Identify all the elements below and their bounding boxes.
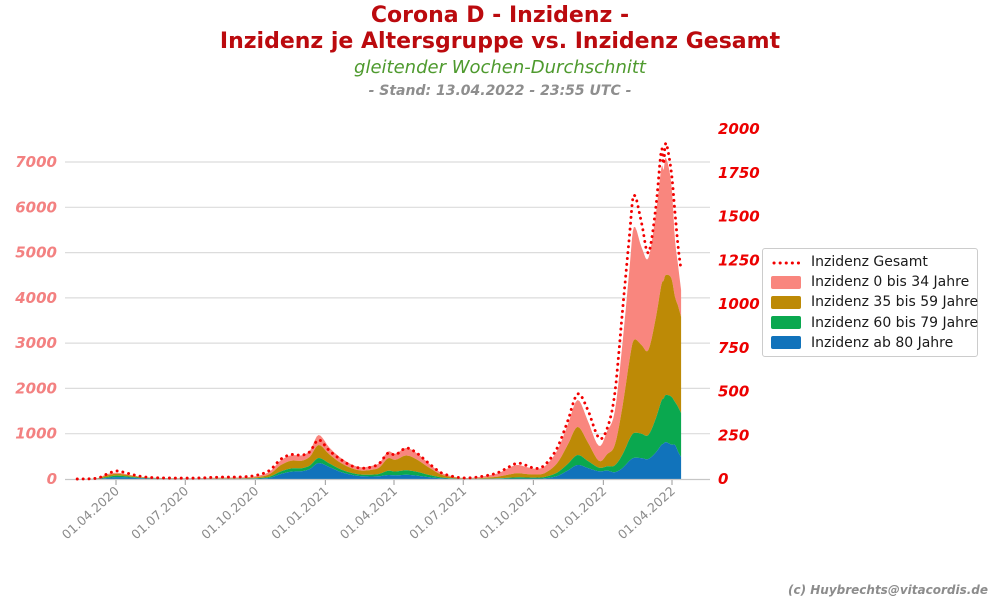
copyright-text: (c) Huybrechts@vitacordis.de	[787, 583, 988, 597]
legend-item-3: Inzidenz 60 bis 79 Jahre	[771, 313, 979, 332]
x-axis: 01.04.2020 01.07.2020 01.10.2020 01.01.2021…	[59, 478, 710, 542]
legend-color-swatch	[771, 275, 801, 289]
legend: Inzidenz Gesamt Inzidenz 0 bis 34 Jahre In…	[762, 248, 978, 357]
legend-item-0: Inzidenz Gesamt	[771, 253, 977, 272]
left-axis-tick-label: 7000	[15, 153, 57, 171]
legend-dotted-line-swatch	[772, 261, 801, 265]
right-axis-tick-label: 2000	[718, 120, 760, 138]
chart-title-line2: Inzidenz je Altersgruppe vs. Inzidenz Ge…	[219, 29, 781, 54]
legend-item-label: Inzidenz ab 80 Jahre	[811, 334, 954, 351]
left-axis-labels: 0 1000 2000 3000 4000 5000 6000 7000	[14, 153, 57, 488]
left-axis-tick-label: 3000	[15, 334, 57, 352]
legend-item-label: Inzidenz Gesamt	[811, 254, 928, 271]
chart-title-line1: Corona D - Inzidenz -	[370, 3, 630, 28]
legend-color-swatch	[771, 316, 801, 330]
chart-subtitle: gleitender Wochen-Durchschnitt	[354, 57, 646, 78]
legend-color-swatch	[771, 295, 801, 309]
left-axis-tick-label: 2000	[15, 379, 57, 397]
right-axis-tick-label: 1750	[718, 164, 760, 182]
area-inzidenz-0-bis-34-jahre	[77, 158, 682, 479]
gridlines	[65, 161, 710, 435]
x-tick-label: 01.04.2022	[615, 483, 678, 542]
x-tick-label: 01.04.2020	[59, 483, 122, 542]
x-tick-label: 01.07.2021	[406, 483, 469, 542]
x-tick-label: 01.04.2021	[337, 483, 400, 542]
left-axis-tick-label: 1000	[15, 425, 57, 443]
right-axis-tick-label: 1500	[718, 208, 760, 226]
right-axis-tick-label: 250	[718, 426, 749, 444]
chart-status-line: - Stand: 13.04.2022 - 23:55 UTC -	[368, 83, 632, 99]
area-inzidenz-ab-80-jahre	[77, 442, 682, 479]
right-axis-tick-label: 1000	[718, 295, 760, 313]
stacked-areas	[77, 158, 682, 479]
legend-item-label: Inzidenz 60 bis 79 Jahre	[811, 314, 979, 331]
legend-item-1: Inzidenz 0 bis 34 Jahre	[771, 273, 977, 292]
legend-item-label: Inzidenz 35 bis 59 Jahre	[811, 294, 979, 311]
x-tick-label: 01.01.2022	[546, 483, 609, 542]
left-axis-tick-label: 6000	[15, 198, 57, 216]
legend-item-2: Inzidenz 35 bis 59 Jahre	[771, 293, 979, 312]
left-axis-tick-label: 5000	[15, 244, 57, 262]
right-axis-tick-label: 500	[718, 383, 749, 401]
x-tick-label: 01.07.2020	[128, 483, 191, 542]
right-axis-tick-label: 1250	[718, 251, 760, 269]
left-axis-tick-label: 4000	[14, 289, 57, 307]
x-tick-label: 01.10.2020	[198, 483, 261, 542]
gesamt-dotted-line	[75, 141, 683, 481]
left-axis-tick-label: 0	[47, 470, 57, 488]
right-axis-labels: 0 250 500 750 1000 1250 1500 1750 2000	[718, 120, 760, 488]
x-tick-label: 01.10.2021	[476, 483, 539, 542]
legend-color-swatch	[771, 336, 801, 350]
x-tick-label: 01.01.2021	[268, 483, 331, 542]
legend-item-4: Inzidenz ab 80 Jahre	[771, 333, 977, 352]
legend-item-label: Inzidenz 0 bis 34 Jahre	[811, 274, 970, 291]
right-axis-tick-label: 0	[718, 470, 728, 488]
right-axis-tick-label: 750	[718, 339, 749, 357]
area-inzidenz-35-bis-59-jahre	[77, 274, 682, 479]
